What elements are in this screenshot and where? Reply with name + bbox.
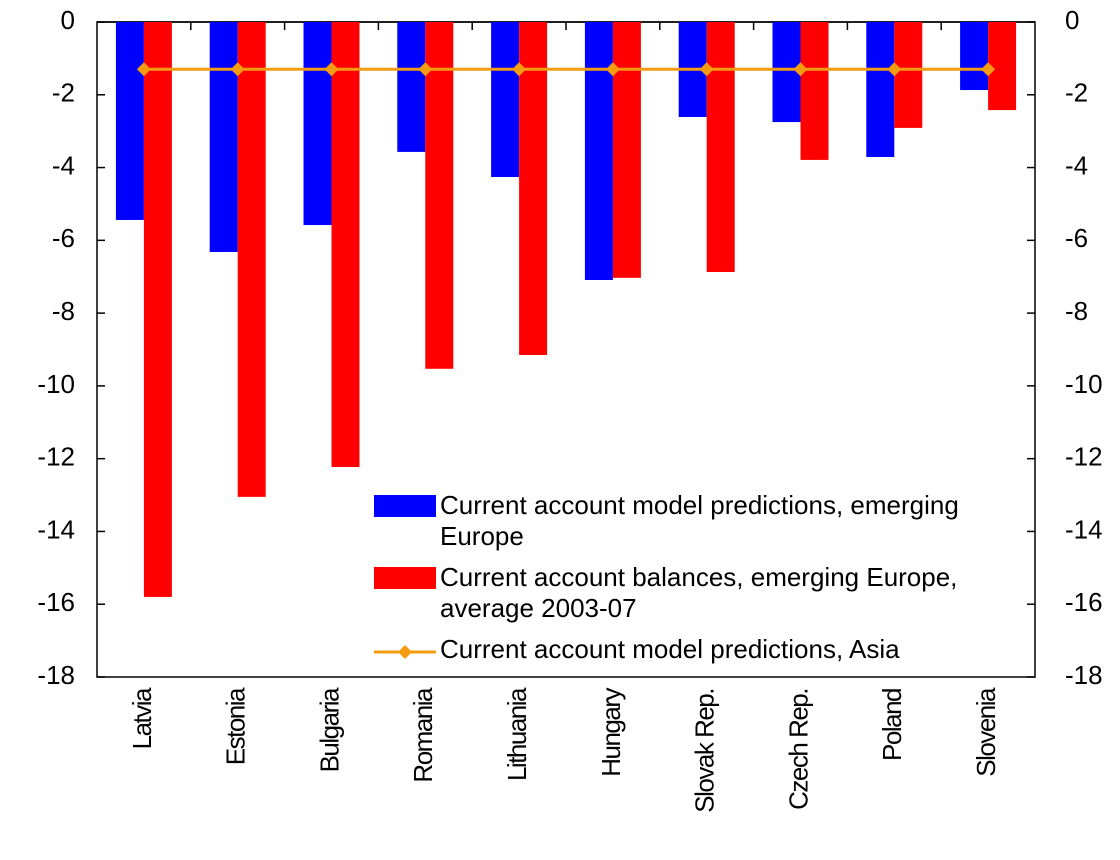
line-marker (793, 62, 808, 77)
legend-line (374, 645, 436, 659)
y2-tick-label: -8 (1065, 296, 1088, 326)
x-tick-label: Estonia (221, 687, 251, 765)
x-tick-label: Slovenia (971, 687, 1001, 777)
y-tick-label: -12 (37, 442, 75, 472)
x-tick-label: Slovak Rep. (690, 689, 720, 813)
line-marker (418, 62, 433, 77)
x-tick-label: Poland (877, 689, 907, 761)
y-tick-label: -4 (52, 150, 75, 180)
y-tick-label: 0 (61, 5, 75, 35)
bar (800, 22, 829, 160)
bar (209, 22, 238, 252)
y2-tick-label: -2 (1065, 78, 1088, 108)
bar (894, 22, 923, 128)
bar (303, 22, 332, 226)
bar (519, 22, 548, 355)
bar (491, 22, 520, 178)
line-marker (230, 62, 245, 77)
bar (584, 22, 613, 280)
legend-swatch (374, 639, 436, 661)
bar (331, 22, 360, 468)
y2-tick-label: -6 (1065, 223, 1088, 253)
bar (143, 22, 172, 597)
line-marker (605, 62, 620, 77)
y-tick-label: -16 (37, 587, 75, 617)
bar (988, 22, 1017, 111)
bar (612, 22, 641, 278)
x-tick-label: Bulgaria (314, 687, 344, 772)
y-tick-label: -6 (52, 223, 75, 253)
x-tick-label: Latvia (127, 687, 157, 749)
y2-tick-label: -18 (1065, 660, 1103, 690)
legend-label: Current account model predictions, emerg… (440, 490, 959, 551)
y-tick-label: -2 (52, 78, 75, 108)
legend-entry: Current account model predictions, Asia (374, 634, 1025, 665)
x-tick-label: Hungary (596, 688, 626, 777)
line-marker (512, 62, 527, 77)
legend-entry: Current account model predictions, emerg… (374, 490, 1025, 552)
legend-entry: Current account balances, emerging Europ… (374, 562, 1025, 624)
y-tick-label: -8 (52, 296, 75, 326)
legend-label: Current account model predictions, Asia (440, 634, 900, 664)
y2-tick-label: 0 (1065, 5, 1079, 35)
line-marker (136, 62, 151, 77)
y2-tick-label: -12 (1065, 442, 1103, 472)
x-tick-label: Czech Rep. (783, 689, 813, 810)
bar (425, 22, 454, 369)
legend: Current account model predictions, emerg… (374, 490, 1025, 675)
y2-tick-label: -16 (1065, 587, 1103, 617)
bar (866, 22, 895, 158)
x-tick-label: Romania (408, 687, 438, 783)
bar (706, 22, 735, 272)
y-tick-label: -18 (37, 660, 75, 690)
bar (237, 22, 266, 497)
legend-swatch (374, 495, 436, 517)
y2-tick-label: -4 (1065, 150, 1088, 180)
legend-label: Current account balances, emerging Europ… (440, 562, 958, 623)
x-tick-label: Lithuania (502, 687, 532, 781)
line-marker (324, 62, 339, 77)
legend-swatch (374, 567, 436, 589)
bar (960, 22, 989, 91)
y2-tick-label: -10 (1065, 369, 1103, 399)
y2-tick-label: -14 (1065, 514, 1103, 544)
line-marker (887, 62, 902, 77)
line-marker (981, 62, 996, 77)
y-tick-label: -14 (37, 514, 75, 544)
y-tick-label: -10 (37, 369, 75, 399)
bar (772, 22, 801, 123)
line-marker (699, 62, 714, 77)
bar (397, 22, 426, 152)
bar (115, 22, 144, 220)
